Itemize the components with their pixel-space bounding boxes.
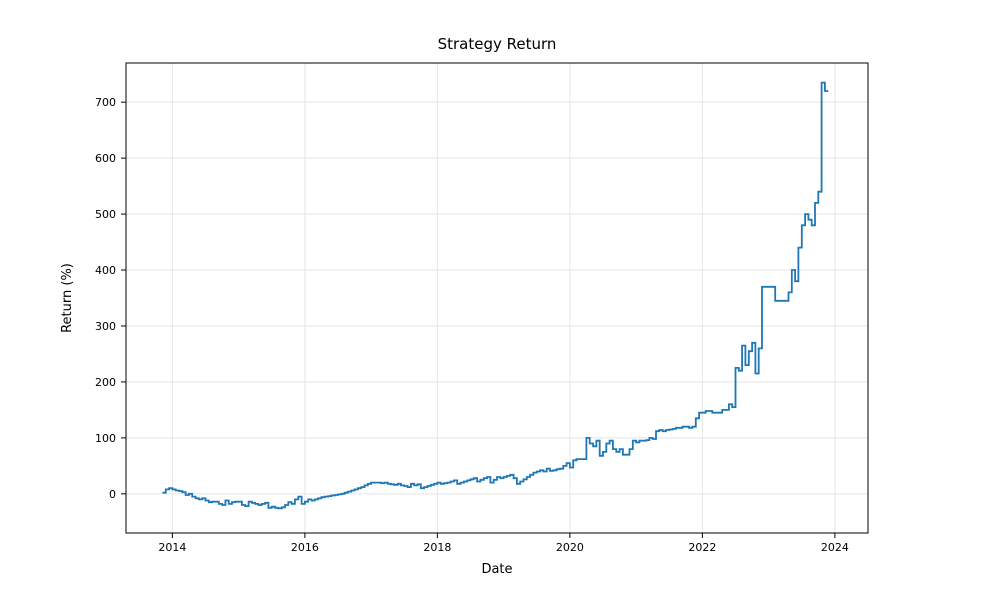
return-line xyxy=(162,83,828,509)
x-tick-label: 2016 xyxy=(291,541,319,554)
strategy-return-chart: 2014 2016 2018 2020 2022 2024 0 100 200 300 400 500… xyxy=(0,0,1000,600)
chart-title: Strategy Return xyxy=(438,35,557,53)
x-tick-label: 2022 xyxy=(688,541,716,554)
y-tick-label: 400 xyxy=(95,264,116,277)
x-tick-label: 2024 xyxy=(821,541,849,554)
y-tick-label: 500 xyxy=(95,208,116,221)
chart-container: 2014 2016 2018 2020 2022 2024 0 100 200 300 400 500… xyxy=(0,0,1000,600)
y-axis-label: Return (%) xyxy=(60,263,75,333)
y-tick-label: 700 xyxy=(95,96,116,109)
y-tick-label: 600 xyxy=(95,152,116,165)
x-tick-label: 2014 xyxy=(158,541,186,554)
x-axis-label: Date xyxy=(481,562,512,577)
y-tick-label: 100 xyxy=(95,432,116,445)
x-tick-label: 2020 xyxy=(556,541,584,554)
y-tick-label: 0 xyxy=(109,488,116,501)
x-tick-label: 2018 xyxy=(423,541,451,554)
y-tick-label: 300 xyxy=(95,320,116,333)
y-tick-label: 200 xyxy=(95,376,116,389)
